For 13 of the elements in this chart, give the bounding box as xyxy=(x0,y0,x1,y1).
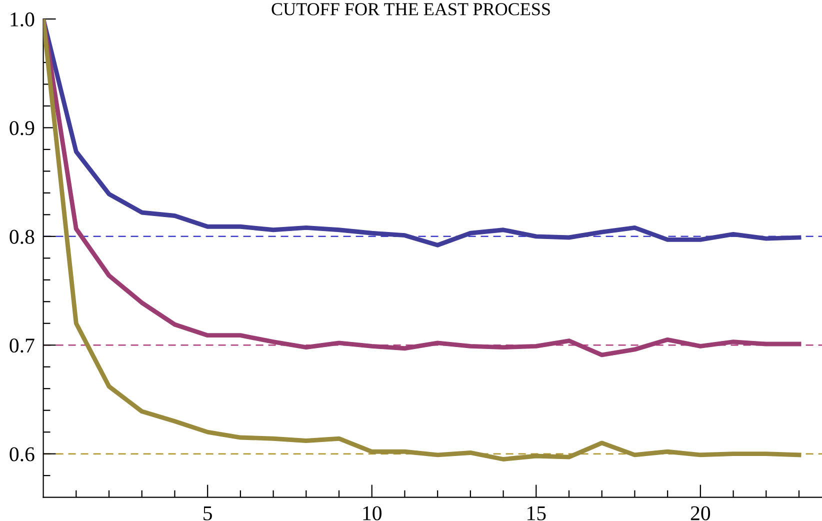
line-series xyxy=(43,19,802,358)
x-tick-label: 15 xyxy=(528,506,546,520)
chart-title: CUTOFF FOR THE EAST PROCESS xyxy=(272,3,550,16)
x-tick-label: 5 xyxy=(204,506,212,520)
line-series xyxy=(43,19,802,248)
x-tick-label: 10 xyxy=(363,506,382,520)
y-tick-label: 1.0 xyxy=(10,12,34,27)
y-tick-label: 0.9 xyxy=(10,121,34,136)
y-tick-label: 0.7 xyxy=(10,338,34,353)
y-tick-label: 0.6 xyxy=(10,447,34,462)
x-tick-label: 20 xyxy=(690,506,710,520)
y-tick-label: 0.8 xyxy=(10,230,34,244)
line-series xyxy=(43,19,802,462)
